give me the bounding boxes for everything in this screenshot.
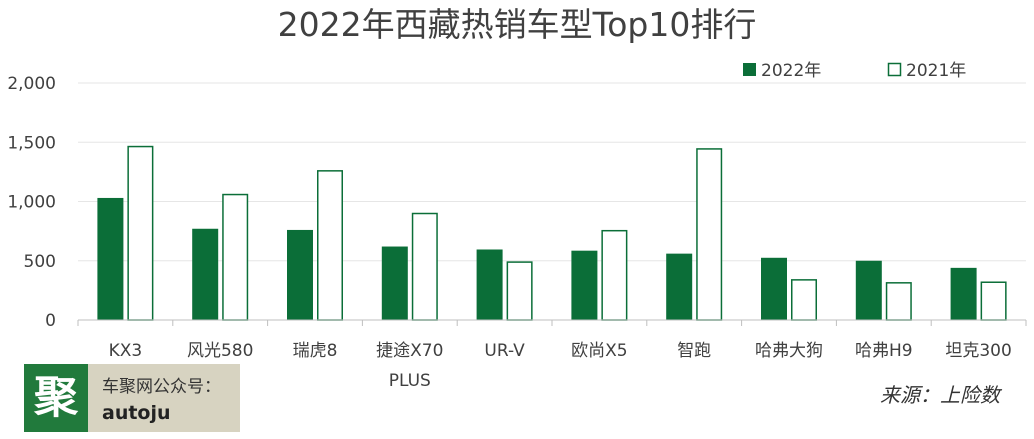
bar-2021: [222, 193, 249, 321]
source-note: 来源：上险数: [880, 383, 1003, 407]
legend-swatch-2022: [743, 63, 756, 76]
bar-2022: [571, 250, 598, 320]
badge-panel: 车聚网公众号： autoju: [88, 364, 240, 432]
bars: [97, 145, 1007, 321]
bar-2022: [761, 257, 787, 320]
x-category-label: UR-V: [484, 341, 525, 361]
bar-2021: [317, 170, 343, 321]
x-category-label: 哈弗H9: [855, 341, 913, 361]
x-axis-labels: KX3 风光580 瑞虎8 捷途X70 PLUS UR-V 欧尚X5 智跑 哈弗大狗 哈弗H9 坦克…: [109, 341, 1012, 391]
bar-2022: [950, 267, 977, 320]
legend-label-2022: 2022年: [761, 61, 821, 81]
bar-2022: [855, 260, 882, 320]
bar-2022: [97, 197, 124, 320]
bar-2021: [127, 145, 154, 321]
y-tick-label: 1,000: [7, 193, 56, 213]
x-axis: [77, 319, 1027, 326]
badge-label: 车聚网公众号：: [102, 377, 221, 397]
bar-2022: [192, 228, 219, 320]
bar-2021: [791, 279, 817, 321]
bar-2021: [506, 261, 533, 321]
x-category-label: 智跑: [677, 341, 711, 361]
x-category-label: 欧尚X5: [571, 341, 627, 361]
x-category-label: 瑞虎8: [293, 341, 338, 361]
bar-2022: [476, 249, 503, 320]
legend: 2022年 2021年: [743, 61, 966, 81]
bar-2021: [696, 148, 723, 321]
x-category-label: 哈弗大狗: [755, 341, 823, 361]
x-category-label: 捷途X70 PLUS: [376, 341, 443, 391]
badge-account: autoju: [102, 402, 171, 424]
bar-2021: [980, 281, 1007, 321]
bar-2022: [381, 246, 408, 320]
bar-2021: [411, 212, 438, 321]
wechat-badge: 聚 车聚网公众号： autoju: [24, 364, 240, 432]
y-tick-label: 1,500: [7, 133, 56, 153]
legend-swatch-2021: [887, 62, 902, 77]
legend-label-2021: 2021年: [906, 61, 966, 81]
gridlines: [78, 82, 1026, 262]
bar-2021: [601, 229, 628, 321]
y-tick-label: 0: [45, 311, 56, 331]
bar-2022: [287, 229, 313, 320]
brand-logo: 聚: [24, 364, 88, 432]
chart-title: 2022年西藏热销车型Top10排行: [278, 5, 757, 44]
x-category-label: 风光580: [187, 341, 253, 361]
bar-2022: [666, 253, 693, 320]
x-category-label: 坦克300: [945, 341, 1011, 361]
y-tick-label: 500: [24, 252, 56, 272]
bar-2021: [885, 282, 912, 321]
y-axis-ticks: 0 500 1,000 1,500 2,000: [7, 74, 56, 331]
x-category-label: KX3: [109, 341, 143, 361]
y-tick-label: 2,000: [7, 74, 56, 94]
